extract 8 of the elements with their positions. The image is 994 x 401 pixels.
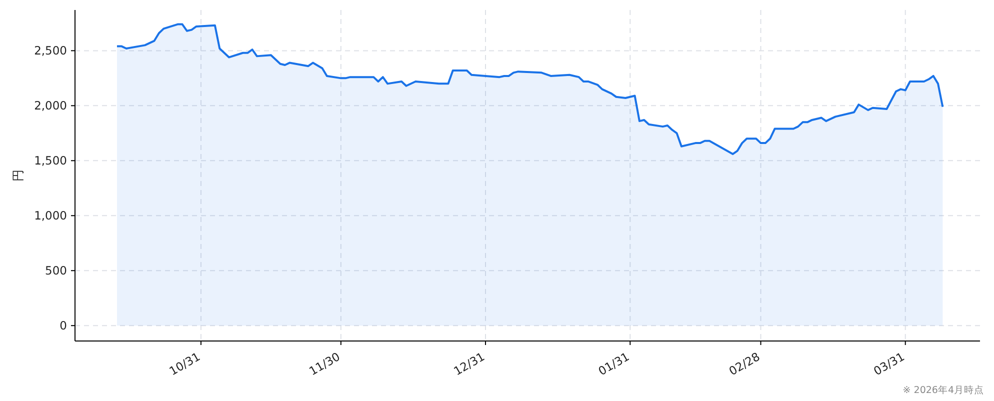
y-axis-title: 円 — [11, 170, 25, 182]
y-tick-label: 2,500 — [34, 44, 67, 58]
y-tick-label: 1,500 — [34, 154, 67, 168]
y-tick-label: 500 — [45, 264, 67, 278]
y-tick-label: 1,000 — [34, 208, 67, 223]
text: ※ 2026年4月時点 — [902, 384, 984, 396]
y-tick-label: 0 — [60, 318, 67, 333]
y-tick-label: 2,000 — [34, 98, 67, 113]
